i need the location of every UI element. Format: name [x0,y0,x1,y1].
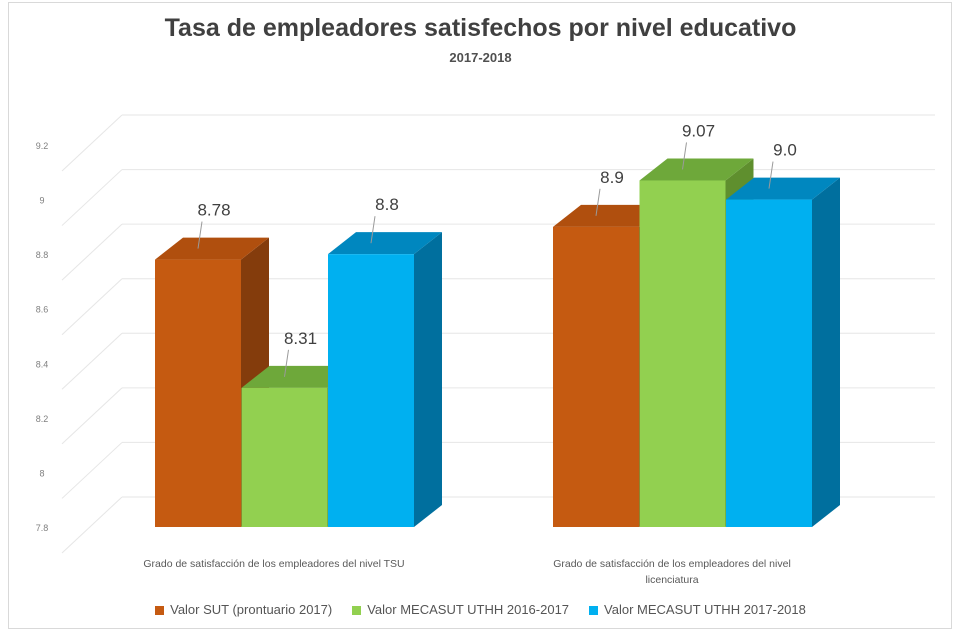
bar [726,199,812,528]
y-tick-label: 8.6 [36,305,49,315]
chart-subtitle: 2017-2018 [449,50,512,65]
legend-item: Valor SUT (prontuario 2017) [155,602,332,617]
bar-side [812,177,840,528]
legend: Valor SUT (prontuario 2017) Valor MECASUT… [0,602,961,617]
legend-label: Valor MECASUT UTHH 2016-2017 [367,602,570,617]
wall-gridline [61,169,123,226]
y-tick-label: 8 [39,468,44,478]
y-tick-label: 7.8 [36,523,49,533]
x-tick-label: Grado de satisfacción de los empleadores… [553,558,791,570]
bar [639,180,726,527]
legend-swatch [589,606,599,616]
chart-plot: 7.8 8 8.2 8.4 8.6 8.8 9 9.2 8.78 8.31 8.8 Grado de … [36,114,935,586]
data-label-leader [370,216,376,244]
bar-top [155,237,269,260]
wall-gridline [61,387,123,445]
data-label-leader [197,221,203,249]
wall-gridline [61,332,123,390]
data-label: 8.78 [197,201,230,220]
data-label: 8.9 [600,168,624,187]
y-tick-label: 8.8 [36,250,49,260]
data-label-leader [768,161,774,189]
bar-group: 8.78 8.31 8.8 Grado de satisfacción de los … [143,195,442,570]
data-label-leader [284,349,289,377]
bar-top [241,365,356,388]
data-label-leader [595,188,601,216]
legend-item: Valor MECASUT UTHH 2017-2018 [589,602,806,617]
y-tick-label: 8.4 [36,359,49,369]
data-label-leader [682,142,687,170]
bar [241,387,328,527]
bar [328,254,414,527]
wall-gridline [61,442,123,499]
legend-swatch [155,606,165,616]
bar-side [414,232,442,527]
y-tick-label: 9.2 [36,141,49,151]
legend-item: Valor MECASUT UTHH 2016-2017 [352,602,569,617]
wall-gridline [61,114,123,172]
legend-label: Valor SUT (prontuario 2017) [170,602,333,617]
y-tick-label: 9 [39,196,44,206]
y-tick-label: 8.2 [36,414,49,424]
legend-label: Valor MECASUT UTHH 2017-2018 [604,602,806,617]
data-label: 9.07 [682,121,715,140]
data-label: 8.31 [284,329,317,348]
data-label: 9.0 [773,141,797,160]
legend-swatch [352,606,362,616]
bar-top [553,204,667,227]
bar-top [639,158,754,181]
bar-top [726,177,840,200]
wall-gridline [61,223,123,281]
bar-top [328,232,442,255]
wall-gridline [61,278,123,336]
chart-title: Tasa de empleadores satisfechos por nive… [164,14,797,42]
wall-gridline [61,496,123,554]
bar-group: 8.9 9.07 9.0 Grado de satisfacción de los e… [553,121,840,586]
x-tick-label: licenciatura [645,574,698,586]
x-tick-label: Grado de satisfacción de los empleadores… [143,558,404,570]
data-label: 8.8 [375,195,399,214]
bar [553,226,639,527]
bar [155,259,241,527]
